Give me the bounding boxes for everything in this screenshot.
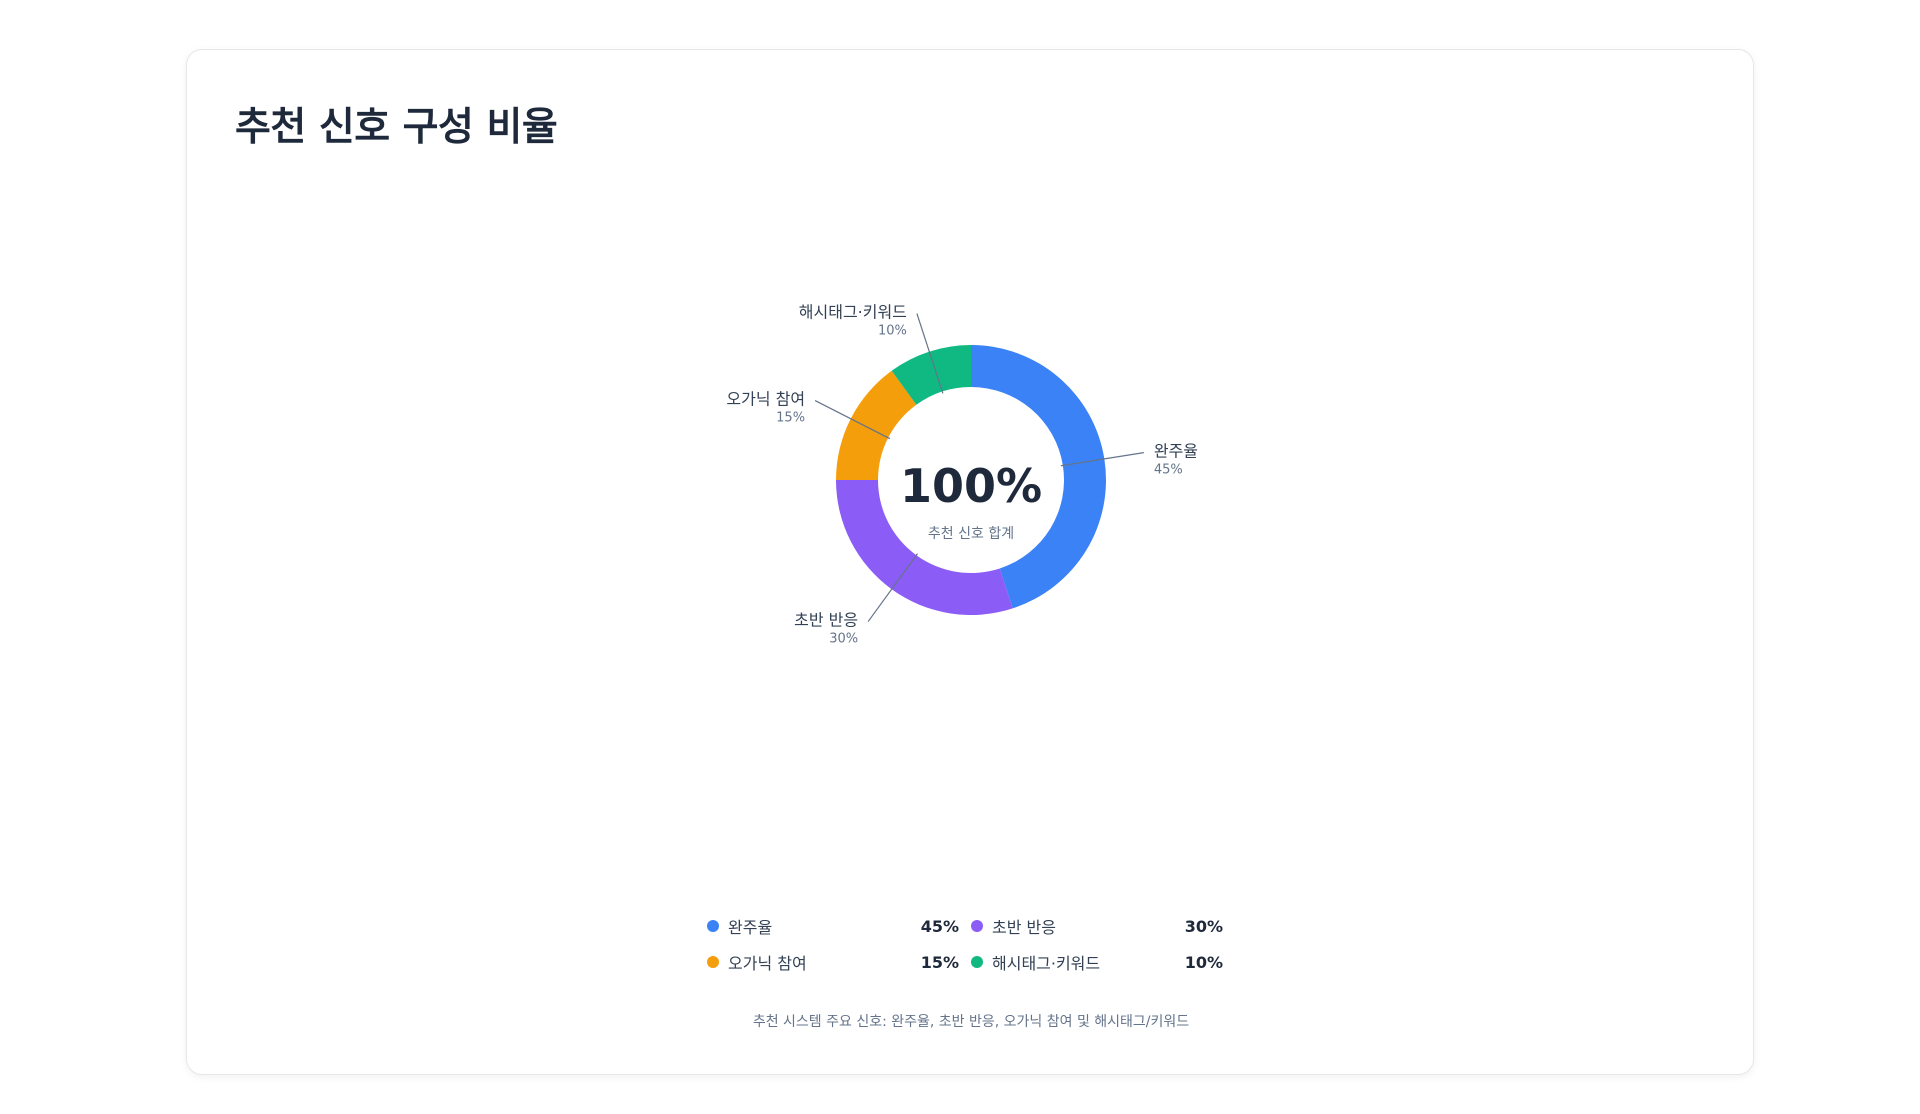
slice-leader-lines <box>814 313 1144 622</box>
legend-item-1: 완주율 45% <box>707 915 971 937</box>
slice-1-label-percent: 45% <box>1154 463 1183 478</box>
chart-title: 추천 신호 구성 비율 <box>235 105 558 150</box>
chart-card: 추천 신호 구성 비율 완주율 45% 초반 반응 30% 오가닉 참여 15% 해시태그·… <box>186 49 1754 1075</box>
slice-1-arc <box>971 345 1107 609</box>
slice-1-leader-line <box>1060 452 1144 467</box>
slice-2-label-name: 초반 반응 <box>794 611 858 630</box>
slice-4-arc <box>891 345 971 405</box>
legend-value: 10% <box>1184 952 1223 972</box>
slice-3-label-name: 오가닉 참여 <box>726 390 805 409</box>
legend-name: 초반 반응 <box>992 918 1056 937</box>
slice-labels: 완주율 45% 초반 반응 30% 오가닉 참여 15% 해시태그·키워드 10% <box>726 303 1198 647</box>
center-total-value: 100% <box>900 459 1042 513</box>
slice-3-arc <box>836 370 917 480</box>
center-total-label: 추천 신호 합계 <box>928 526 1014 542</box>
legend-value: 30% <box>1184 916 1223 936</box>
legend-name: 해시태그·키워드 <box>992 954 1101 973</box>
slice-4-label-name: 해시태그·키워드 <box>799 303 907 322</box>
legend-swatch <box>707 920 719 932</box>
legend-swatch <box>971 920 983 932</box>
legend-value: 15% <box>920 952 959 972</box>
slice-2-label-percent: 30% <box>829 632 858 647</box>
slice-3-leader-line <box>814 400 891 440</box>
chart-legend: 완주율 45% 초반 반응 30% 오가닉 참여 15% 해시태그·키워드 10% <box>707 915 1235 973</box>
slice-2-arc <box>836 480 1013 615</box>
slice-3-label-percent: 15% <box>776 411 805 426</box>
slice-2-leader-line <box>867 553 918 622</box>
legend-item-4: 해시태그·키워드 10% <box>971 951 1235 973</box>
legend-swatch <box>707 956 719 968</box>
slice-4-leader-line <box>916 313 944 394</box>
legend-swatch <box>971 956 983 968</box>
legend-item-3: 오가닉 참여 15% <box>707 951 971 973</box>
slice-1-label-name: 완주율 <box>1154 442 1198 461</box>
legend-name: 오가닉 참여 <box>728 954 807 973</box>
legend-item-2: 초반 반응 30% <box>971 915 1235 937</box>
slice-4-label-percent: 10% <box>878 324 907 339</box>
legend-value: 45% <box>920 916 959 936</box>
chart-caption: 추천 시스템 주요 신호: 완주율, 초반 반응, 오가닉 참여 및 해시태그/… <box>752 1014 1190 1030</box>
donut-slices <box>836 345 1107 615</box>
legend-name: 완주율 <box>728 918 773 937</box>
